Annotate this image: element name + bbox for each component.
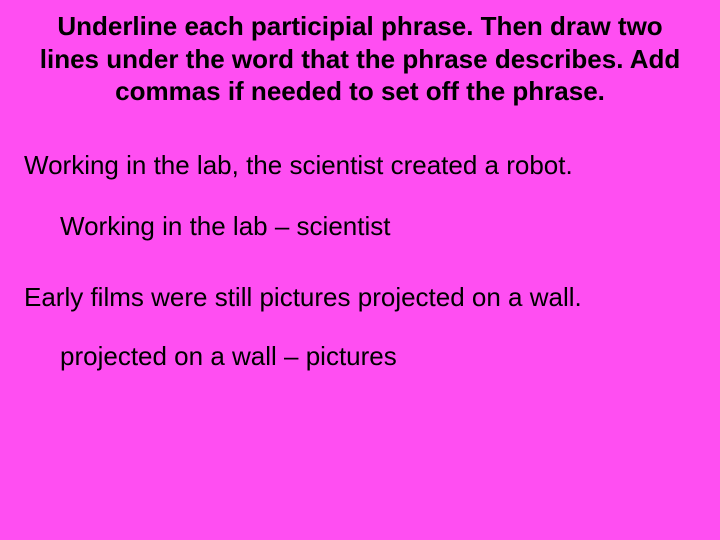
example-1-answer: Working in the lab – scientist — [24, 211, 696, 242]
instructions-text: Underline each participial phrase. Then … — [24, 10, 696, 108]
example-2-sentence: Early films were still pictures projecte… — [24, 282, 696, 313]
slide: Underline each participial phrase. Then … — [0, 0, 720, 540]
example-1-sentence: Working in the lab, the scientist create… — [24, 150, 696, 181]
example-2-answer: projected on a wall – pictures — [24, 341, 696, 372]
